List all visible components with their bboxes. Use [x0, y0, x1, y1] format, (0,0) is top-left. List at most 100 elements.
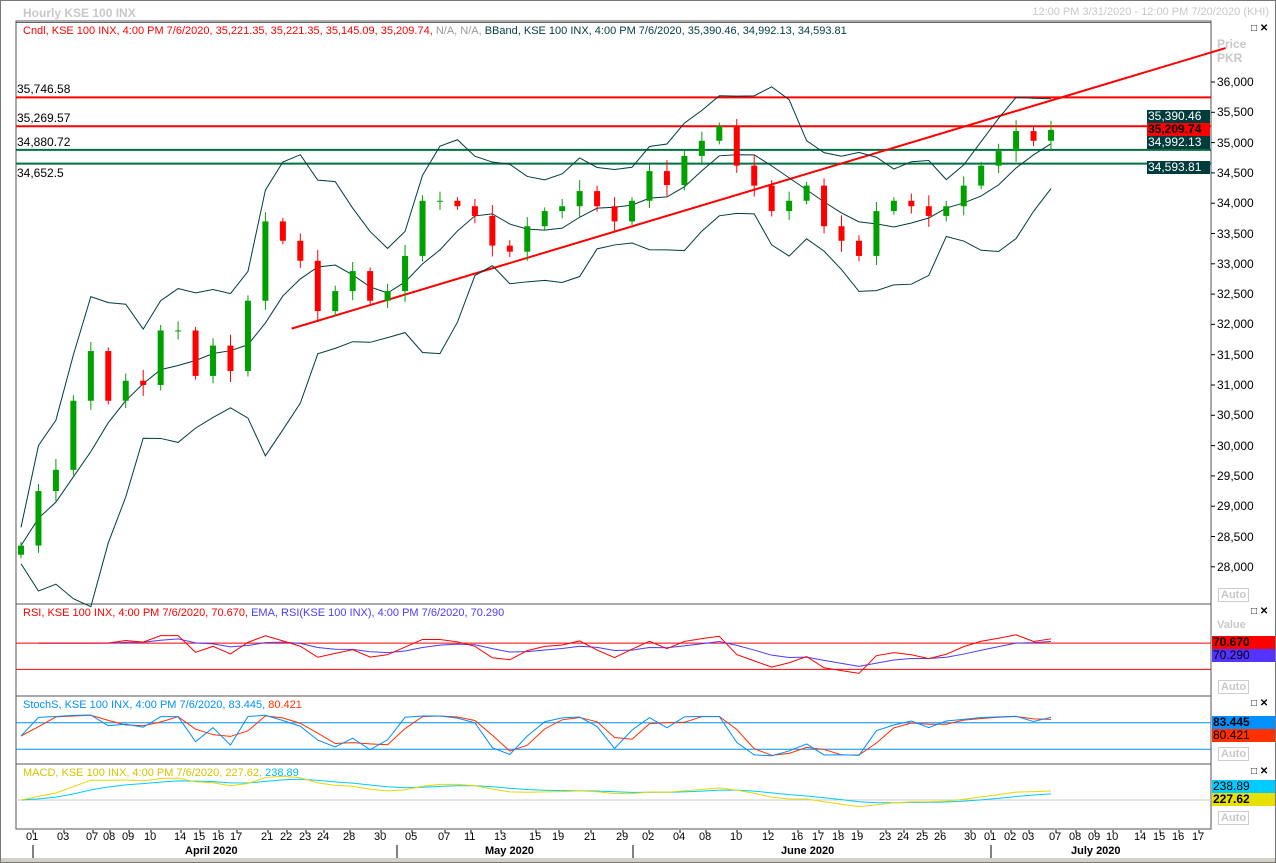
candle-body	[1030, 131, 1037, 141]
y-tick-label: 36,000	[1217, 75, 1254, 89]
rsi-legend: RSI, KSE 100 INX, 4:00 PM 7/6/2020, 70.6…	[23, 607, 504, 619]
date-tick-label: 16	[1172, 831, 1185, 843]
date-tick-label: 02	[1004, 831, 1017, 843]
candle-body	[681, 155, 688, 186]
stoch-window-controls[interactable]: □ ✕	[1251, 698, 1269, 709]
candle-body	[995, 151, 1002, 166]
y-tick-label: 30,000	[1217, 438, 1254, 453]
bb-mid-tag: 34,992.13	[1147, 136, 1210, 149]
ema-line	[38, 638, 1052, 667]
date-tick-label: 10	[144, 831, 157, 843]
macd-line	[20, 775, 1052, 808]
candle-legend-na: N/A, N/A,	[435, 25, 482, 37]
candle-body	[471, 206, 478, 216]
rsi-axis-title: Value	[1217, 619, 1246, 631]
date-tick-label: 29	[616, 831, 629, 843]
stoch-legend-text: StochS, KSE 100 INX, 4:00 PM 7/6/2020, 8…	[23, 699, 266, 711]
macd-tag: 227.62	[1212, 793, 1275, 806]
candle-body	[698, 140, 705, 156]
y-tick-label: 29,000	[1217, 499, 1254, 514]
date-tick-label: 10	[730, 831, 743, 843]
candle-body	[925, 206, 932, 216]
candle-body	[262, 221, 269, 301]
candle-body	[436, 200, 443, 202]
candle-body	[122, 380, 129, 401]
candle-body	[384, 291, 391, 301]
candle-body	[559, 206, 566, 212]
legend-line: Cndl, KSE 100 INX, 4:00 PM 7/6/2020, 35,…	[23, 25, 847, 37]
price-axis-unit: PKR	[1217, 51, 1243, 65]
ema-legend-text: EMA, RSI(KSE 100 INX), 4:00 PM 7/6/2020,…	[251, 607, 505, 619]
bband-legend: BBand, KSE 100 INX, 4:00 PM 7/6/2020, 35…	[484, 25, 847, 37]
candle-body	[908, 200, 915, 207]
candle-body	[87, 351, 94, 401]
date-tick-label: 16	[791, 831, 804, 843]
candle-body	[454, 200, 461, 207]
candle-body	[943, 206, 950, 216]
macd-legend: MACD, KSE 100 INX, 4:00 PM 7/6/2020, 227…	[23, 767, 299, 779]
horizontal-scrollbar[interactable]	[1, 858, 1275, 862]
date-tick-label: 18	[832, 831, 845, 843]
candle-body	[768, 185, 775, 212]
candle-body	[960, 185, 967, 207]
candle-body	[803, 185, 810, 201]
month-label: May 2020	[485, 845, 534, 857]
bb-lower-tag: 34,593.81	[1147, 161, 1210, 174]
candle-body	[157, 330, 164, 385]
date-tick-label: 21	[261, 831, 274, 843]
stoch-auto-button[interactable]: Auto	[1218, 747, 1250, 761]
date-tick-label: 14	[174, 831, 187, 843]
macd-auto-button[interactable]: Auto	[1218, 811, 1250, 825]
candle-body	[489, 215, 496, 246]
y-tick-label: 29,500	[1217, 468, 1254, 483]
y-tick-label: 33,500	[1217, 226, 1254, 241]
stoch-d-line	[20, 714, 1052, 756]
date-tick-label: 16	[212, 831, 225, 843]
candle-body	[210, 345, 217, 376]
candle-body	[716, 126, 723, 141]
date-tick-label: 05	[405, 831, 418, 843]
macd-window-controls[interactable]: □ ✕	[1251, 766, 1269, 777]
price-auto-button[interactable]: Auto	[1218, 588, 1250, 602]
candle-body	[629, 200, 636, 222]
panel-window-controls[interactable]: □ ✕	[1251, 23, 1269, 34]
chart-title: Hourly KSE 100 INX	[23, 6, 136, 20]
y-tick-label: 31,500	[1217, 347, 1254, 362]
macd-signal-tag: 238.89	[1212, 780, 1275, 793]
candle-body	[244, 300, 251, 372]
candle-body	[1048, 129, 1054, 141]
candle-body	[70, 400, 77, 470]
candle-body	[314, 260, 321, 312]
date-tick-label: 08	[1069, 831, 1082, 843]
level-label: 34,652.5	[17, 165, 64, 180]
stoch-legend-d: 80.421	[268, 699, 302, 711]
date-tick-label: 22	[280, 831, 293, 843]
y-tick-label: 31,000	[1217, 378, 1254, 392]
rsi-tag: 70.670	[1212, 636, 1275, 649]
y-tick-label: 34,500	[1217, 165, 1254, 180]
level-label: 34,880.72	[17, 134, 71, 149]
title-divider	[16, 22, 1211, 23]
candle-body	[890, 200, 897, 212]
rsi-auto-button[interactable]: Auto	[1218, 680, 1250, 694]
date-tick-label: 02	[642, 831, 655, 843]
date-tick-label: 28	[343, 831, 356, 843]
candle-legend: Cndl, KSE 100 INX, 4:00 PM 7/6/2020, 35,…	[23, 25, 433, 37]
date-tick-label: 13	[494, 831, 507, 843]
candle-body	[105, 351, 112, 401]
stoch-legend: StochS, KSE 100 INX, 4:00 PM 7/6/2020, 8…	[23, 699, 302, 711]
month-label: June 2020	[781, 845, 835, 857]
date-tick-label: 17	[230, 831, 243, 843]
y-tick-label: 30,500	[1217, 408, 1254, 423]
date-tick-label: 11	[464, 831, 476, 843]
date-tick-label: 09	[1088, 831, 1101, 843]
candle-body	[419, 200, 426, 256]
rsi-window-controls[interactable]: □ ✕	[1251, 606, 1269, 617]
candle-body	[18, 545, 24, 555]
date-tick-label: 19	[552, 831, 565, 843]
date-tick-label: 24	[317, 831, 330, 843]
close-tag: 35,209.74	[1147, 123, 1210, 136]
date-tick-label: 07	[438, 831, 451, 843]
